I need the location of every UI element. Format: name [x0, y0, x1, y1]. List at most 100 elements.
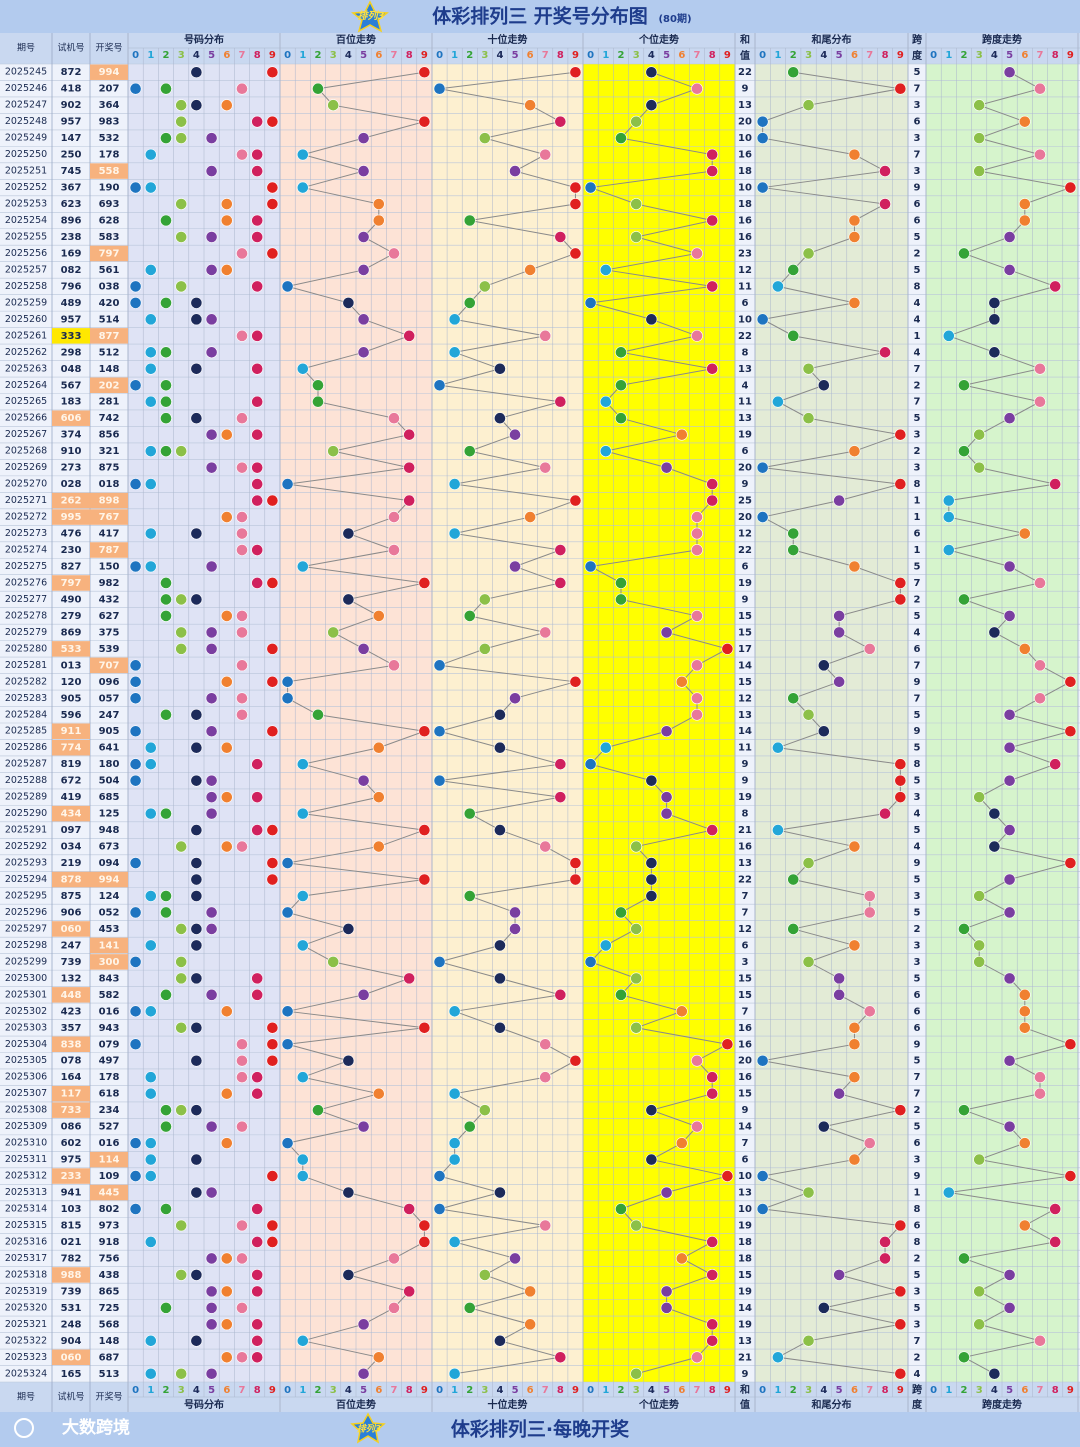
span-value: 7: [914, 150, 921, 161]
ball: [175, 593, 188, 606]
ball: [1064, 675, 1077, 688]
ball: [1064, 181, 1077, 194]
ball: [802, 99, 815, 112]
ball: [160, 610, 172, 622]
draw-number: 453: [99, 924, 120, 935]
span-value: 9: [914, 677, 921, 688]
ball: [357, 231, 370, 243]
draw-number: 432: [99, 594, 120, 605]
sum-value: 14: [738, 1303, 752, 1314]
ball: [236, 247, 248, 260]
ball: [433, 955, 446, 968]
group-title: 和尾分布: [811, 1398, 852, 1411]
span-value: 9: [914, 183, 921, 194]
header-digit: 9: [572, 50, 579, 61]
ball: [205, 791, 218, 804]
period: 2025293: [5, 858, 47, 869]
ball: [160, 890, 172, 902]
ball: [1018, 642, 1031, 655]
ball: [205, 1301, 218, 1314]
ball: [236, 1351, 248, 1364]
ball: [190, 857, 203, 869]
period: 2025247: [5, 100, 47, 111]
header-digit: 0: [284, 50, 291, 61]
test-number: 120: [61, 677, 82, 688]
draw-number: 207: [99, 84, 120, 95]
draw-number: 802: [99, 1204, 120, 1215]
ball: [129, 1203, 142, 1215]
draw-number: 504: [99, 776, 120, 787]
ball: [817, 379, 830, 392]
ball: [706, 1087, 719, 1100]
sum-value: 18: [738, 199, 752, 210]
ball: [863, 890, 876, 902]
period: 2025320: [5, 1302, 47, 1313]
ball: [706, 165, 719, 177]
period: 2025249: [5, 133, 47, 144]
ball: [144, 1236, 157, 1248]
ball: [448, 1236, 461, 1248]
ball: [251, 214, 264, 227]
ball: [848, 1038, 861, 1051]
period: 2025297: [5, 923, 47, 934]
ball: [973, 1153, 986, 1166]
ball: [958, 445, 970, 458]
ball: [190, 741, 203, 754]
draw-number: 141: [99, 940, 120, 951]
ball: [251, 758, 264, 771]
header-digit: 7: [391, 50, 398, 61]
header-digit: 9: [724, 1385, 731, 1396]
ball: [144, 148, 157, 161]
ball: [205, 725, 218, 738]
period: 2025251: [5, 166, 47, 177]
ball: [357, 1318, 370, 1331]
period: 2025260: [5, 314, 47, 325]
ball: [190, 972, 203, 985]
ball: [630, 1021, 643, 1034]
ball: [129, 1137, 142, 1150]
ball: [894, 82, 907, 95]
ball: [205, 560, 218, 573]
ball: [973, 791, 986, 804]
ball: [220, 214, 233, 227]
ball: [539, 840, 552, 853]
ball: [584, 296, 597, 309]
ball: [509, 560, 521, 573]
test-number: 230: [61, 545, 82, 556]
test-number: 082: [61, 265, 82, 276]
draw-number: 742: [99, 413, 120, 424]
period: 2025317: [5, 1253, 47, 1264]
ball: [772, 280, 784, 293]
group-title: 号码分布: [184, 1398, 224, 1411]
ball: [691, 1120, 703, 1133]
test-number: 782: [61, 1253, 82, 1264]
group-title: 百位走势: [336, 33, 376, 46]
sum-value: 6: [742, 298, 749, 309]
period: 2025289: [5, 792, 47, 803]
header-digit: 5: [836, 1385, 843, 1396]
ball: [236, 610, 248, 622]
sum-value: 19: [738, 1220, 752, 1231]
ball: [251, 1071, 264, 1084]
ball: [175, 972, 188, 985]
sum-value: 6: [742, 561, 749, 572]
header-digit: 8: [709, 1385, 716, 1396]
period: 2025258: [5, 281, 47, 292]
draw-number: 558: [99, 166, 120, 177]
ball: [175, 280, 188, 293]
draw-number: 190: [99, 183, 120, 194]
ball: [251, 115, 264, 128]
test-number: 132: [61, 973, 82, 984]
ball: [129, 906, 142, 919]
ball: [1034, 692, 1046, 705]
test-number: 169: [61, 248, 82, 259]
header-digit: 1: [451, 1385, 458, 1396]
ball: [403, 329, 416, 342]
ball: [144, 1334, 157, 1347]
group-title: 十位走势: [488, 33, 528, 46]
ball: [403, 494, 416, 507]
test-number: 745: [61, 166, 82, 177]
ball: [251, 165, 264, 177]
ball: [129, 1170, 142, 1182]
ball: [539, 1038, 552, 1051]
